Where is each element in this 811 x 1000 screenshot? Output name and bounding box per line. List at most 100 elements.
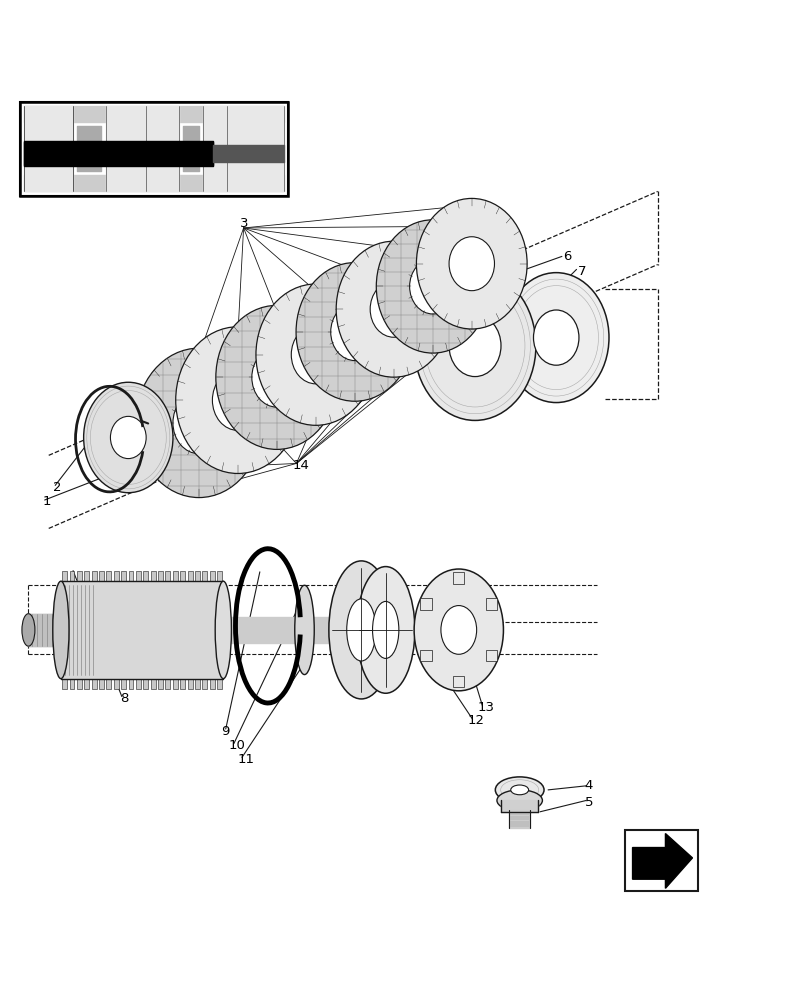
Text: 2: 2	[53, 481, 61, 494]
Ellipse shape	[330, 303, 379, 361]
Bar	[62, 679, 67, 689]
Ellipse shape	[414, 271, 535, 420]
Bar	[144, 571, 148, 581]
Text: 12: 12	[467, 714, 484, 727]
Bar	[420, 598, 431, 610]
Text: 5: 5	[584, 796, 592, 809]
Bar	[209, 571, 214, 581]
Bar	[217, 571, 221, 581]
Bar	[70, 571, 75, 581]
Bar	[420, 650, 431, 661]
Ellipse shape	[84, 382, 173, 493]
Bar	[217, 679, 221, 689]
Bar	[77, 571, 82, 581]
Text: 14: 14	[292, 459, 309, 472]
Ellipse shape	[328, 561, 393, 699]
Ellipse shape	[416, 198, 526, 329]
Ellipse shape	[215, 581, 231, 679]
Ellipse shape	[336, 241, 451, 377]
Bar	[158, 571, 163, 581]
Text: 10: 10	[229, 739, 246, 752]
Bar	[70, 679, 75, 689]
Bar	[128, 571, 133, 581]
Bar	[151, 571, 156, 581]
Ellipse shape	[22, 614, 35, 646]
Ellipse shape	[251, 348, 302, 407]
Bar	[209, 679, 214, 689]
Bar	[114, 679, 118, 689]
Bar	[121, 571, 126, 581]
Bar	[77, 679, 82, 689]
Ellipse shape	[370, 281, 417, 337]
Ellipse shape	[296, 263, 413, 401]
Text: 9: 9	[221, 725, 229, 738]
Bar	[453, 572, 464, 584]
Bar	[195, 571, 200, 581]
Bar	[99, 679, 104, 689]
Ellipse shape	[255, 284, 375, 425]
Text: 3: 3	[239, 217, 247, 230]
Bar	[20, 102, 288, 196]
Bar	[165, 679, 170, 689]
Ellipse shape	[440, 606, 476, 654]
Bar	[180, 679, 185, 689]
Ellipse shape	[356, 567, 414, 693]
Text: 13: 13	[477, 701, 494, 714]
Bar	[20, 102, 288, 196]
Text: 8: 8	[120, 692, 128, 705]
Text: 11: 11	[237, 753, 254, 766]
Ellipse shape	[212, 370, 263, 430]
Text: 6: 6	[563, 250, 571, 263]
Ellipse shape	[110, 416, 146, 459]
Bar	[195, 679, 200, 689]
Ellipse shape	[291, 325, 340, 384]
Bar	[158, 679, 163, 689]
Ellipse shape	[375, 220, 489, 353]
Ellipse shape	[372, 601, 398, 658]
Polygon shape	[632, 834, 692, 888]
Text: 7: 7	[577, 265, 586, 278]
Bar	[144, 679, 148, 689]
Ellipse shape	[448, 315, 500, 377]
Ellipse shape	[294, 585, 314, 675]
Ellipse shape	[448, 237, 494, 291]
Bar	[84, 679, 89, 689]
Bar	[121, 679, 126, 689]
Bar	[99, 571, 104, 581]
Bar	[84, 571, 89, 581]
Bar	[624, 830, 697, 891]
Bar	[187, 571, 192, 581]
Ellipse shape	[503, 273, 608, 403]
Bar	[106, 571, 111, 581]
Bar	[62, 571, 67, 581]
Ellipse shape	[414, 569, 503, 691]
Bar	[485, 598, 496, 610]
Bar	[165, 571, 170, 581]
Ellipse shape	[346, 599, 375, 661]
Ellipse shape	[135, 348, 262, 498]
Ellipse shape	[175, 327, 300, 473]
Bar	[92, 571, 97, 581]
Bar	[187, 679, 192, 689]
Ellipse shape	[53, 581, 69, 679]
Bar	[202, 679, 207, 689]
Bar	[106, 679, 111, 689]
Bar	[202, 571, 207, 581]
Bar	[128, 679, 133, 689]
Text: 4: 4	[584, 779, 592, 792]
Text: 1: 1	[42, 495, 50, 508]
Ellipse shape	[495, 777, 543, 803]
Ellipse shape	[216, 305, 337, 449]
Ellipse shape	[173, 392, 225, 454]
Ellipse shape	[409, 259, 456, 314]
Bar	[151, 679, 156, 689]
Bar	[135, 571, 140, 581]
Ellipse shape	[510, 785, 528, 795]
Bar	[114, 571, 118, 581]
Bar	[173, 571, 178, 581]
Bar	[92, 679, 97, 689]
Ellipse shape	[533, 310, 578, 365]
Bar	[135, 679, 140, 689]
Bar	[180, 571, 185, 581]
Bar	[485, 650, 496, 661]
